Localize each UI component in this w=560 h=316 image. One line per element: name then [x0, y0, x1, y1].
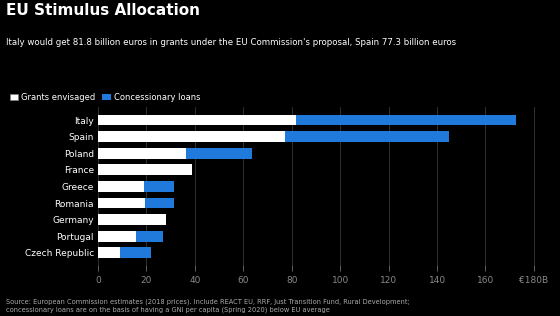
Bar	[146, 198, 174, 209]
Bar	[186, 148, 253, 159]
Text: Source: European Commission estimates (2018 prices). Include REACT EU, RRF, Just: Source: European Commission estimates (2…	[6, 299, 409, 313]
Legend: Grants envisaged, Concessionary loans: Grants envisaged, Concessionary loans	[10, 93, 200, 102]
Bar	[98, 181, 144, 192]
Bar	[144, 181, 174, 192]
Bar	[98, 164, 193, 175]
Bar	[98, 247, 120, 258]
Bar	[98, 198, 146, 209]
Bar	[120, 247, 151, 258]
Bar	[98, 131, 285, 142]
Bar	[98, 214, 166, 225]
Text: EU Stimulus Allocation: EU Stimulus Allocation	[6, 3, 199, 18]
Bar	[136, 231, 164, 242]
Bar	[285, 131, 449, 142]
Bar	[98, 231, 136, 242]
Bar	[98, 148, 186, 159]
Bar	[98, 115, 296, 125]
Bar	[296, 115, 516, 125]
Text: Italy would get 81.8 billion euros in grants under the EU Commission's proposal,: Italy would get 81.8 billion euros in gr…	[6, 38, 456, 47]
